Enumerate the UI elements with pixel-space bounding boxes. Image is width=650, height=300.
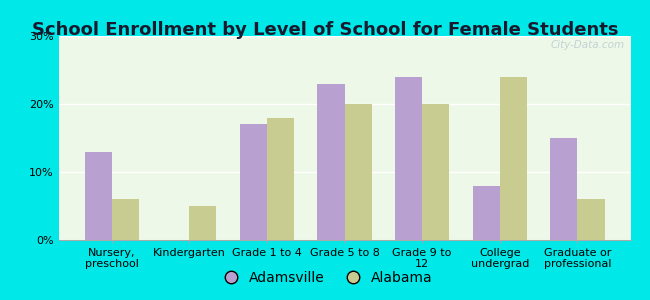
Bar bbox=[240, 124, 267, 240]
Text: School Enrollment by Level of School for Female Students: School Enrollment by Level of School for… bbox=[32, 21, 618, 39]
Bar bbox=[577, 199, 605, 240]
Bar bbox=[84, 152, 112, 240]
Legend: Adamsville, Alabama: Adamsville, Alabama bbox=[212, 265, 438, 290]
Bar bbox=[189, 206, 216, 240]
Bar bbox=[550, 138, 577, 240]
Bar bbox=[422, 104, 449, 240]
Text: City-Data.com: City-Data.com bbox=[551, 40, 625, 50]
Bar bbox=[395, 77, 422, 240]
Bar bbox=[473, 186, 500, 240]
Bar bbox=[317, 84, 344, 240]
Bar bbox=[344, 104, 372, 240]
Bar bbox=[267, 118, 294, 240]
Bar bbox=[112, 199, 139, 240]
Bar bbox=[500, 77, 527, 240]
